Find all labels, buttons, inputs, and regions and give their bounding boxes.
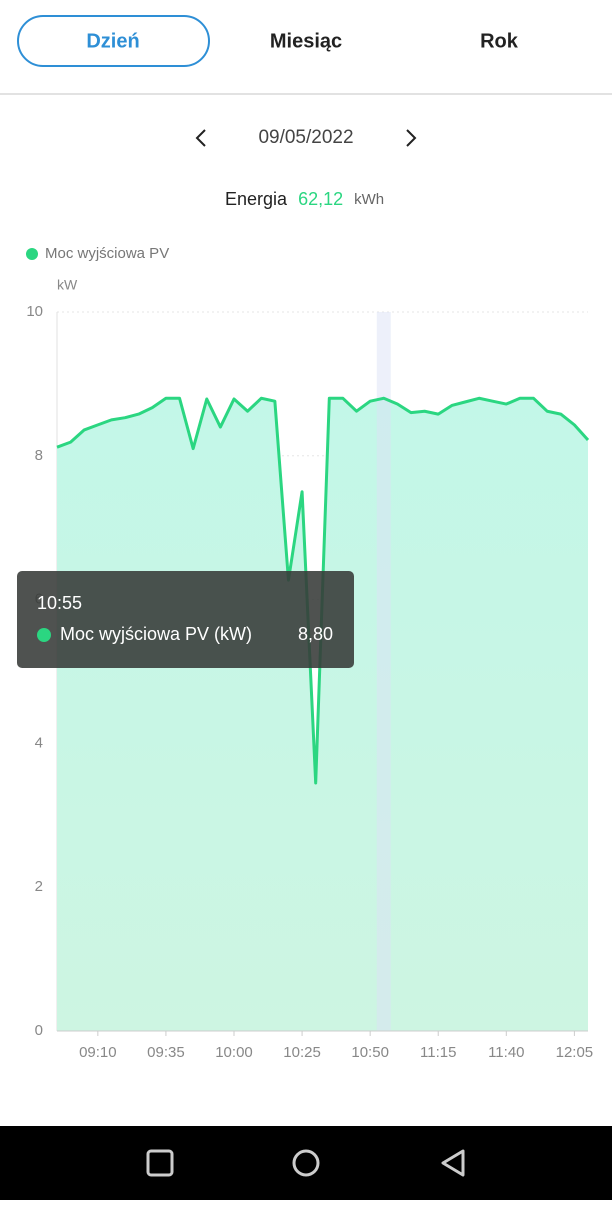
energy-label: Energia: [225, 189, 288, 209]
tooltip-box: [17, 571, 354, 668]
x-tick-label: 11:40: [488, 1044, 524, 1061]
next-button[interactable]: [406, 129, 417, 147]
hover-band: [376, 312, 391, 1031]
x-tick-label: 11:15: [420, 1044, 456, 1061]
y-tick-label: 10: [26, 303, 43, 320]
energy: Energia 62,12 kWh: [225, 189, 384, 209]
y-tick-label: 0: [35, 1022, 43, 1039]
back-button[interactable]: [441, 1149, 465, 1177]
x-tick-label: 09:35: [147, 1044, 185, 1061]
tooltip-value: 8,80: [298, 624, 333, 644]
tooltip-marker: [37, 628, 51, 642]
energy-value: 62,12: [298, 189, 343, 209]
area: [57, 398, 588, 1031]
tooltip-series: Moc wyjściowa PV (kW): [60, 624, 252, 644]
y-tick-label: 8: [35, 447, 43, 464]
plot: 024681009:1009:3510:0010:2510:5011:1511:…: [26, 303, 593, 1061]
tooltip: 10:55 Moc wyjściowa PV (kW) 8,80: [17, 571, 354, 668]
y-tick-label: 4: [35, 734, 43, 751]
tab-active[interactable]: [17, 15, 210, 67]
tab-label[interactable]: Dzień: [86, 30, 139, 52]
home-button[interactable]: [292, 1149, 320, 1177]
x-tick-label: 12:05: [556, 1044, 594, 1061]
legend-label[interactable]: Moc wyjściowa PV: [45, 245, 169, 262]
tooltip-time: 10:55: [37, 593, 82, 613]
x-tick-label: 10:50: [351, 1044, 389, 1061]
prev-button[interactable]: [195, 129, 206, 147]
energy-unit: kWh: [354, 191, 384, 208]
tab-label[interactable]: Miesiąc: [270, 30, 342, 52]
date: 09/05/2022: [258, 127, 353, 148]
y-tick-label: 2: [35, 878, 43, 895]
legend-marker: [26, 248, 38, 260]
recents-button[interactable]: [146, 1149, 174, 1177]
x-tick-label: 10:25: [283, 1044, 321, 1061]
tab-label[interactable]: Rok: [480, 30, 519, 52]
nav-bar: [0, 1126, 612, 1200]
x-tick-label: 09:10: [79, 1044, 117, 1061]
x-tick-label: 10:00: [215, 1044, 253, 1061]
y-unit: kW: [57, 277, 78, 293]
